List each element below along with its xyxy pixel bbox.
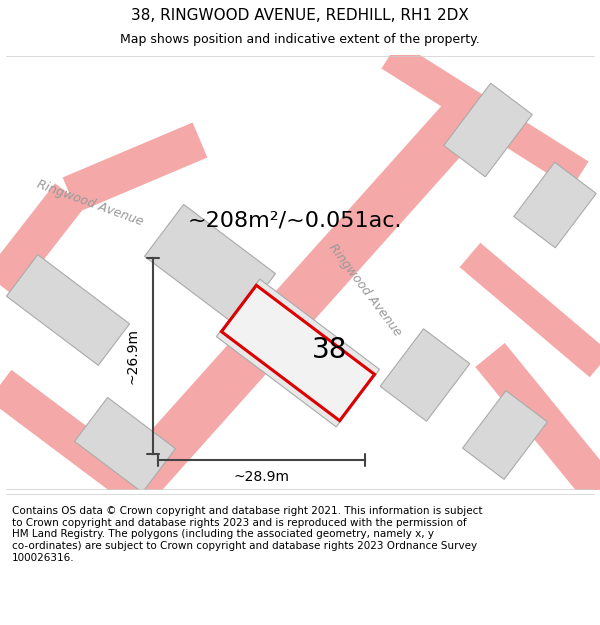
Polygon shape: [380, 329, 470, 421]
Polygon shape: [475, 343, 600, 502]
Polygon shape: [145, 204, 275, 326]
Polygon shape: [444, 83, 532, 177]
Polygon shape: [514, 162, 596, 248]
Text: Map shows position and indicative extent of the property.: Map shows position and indicative extent…: [120, 33, 480, 46]
Text: Ringwood Avenue: Ringwood Avenue: [35, 177, 145, 228]
Polygon shape: [382, 41, 589, 189]
Polygon shape: [74, 398, 175, 492]
Polygon shape: [460, 242, 600, 378]
Text: 38: 38: [313, 336, 347, 364]
Polygon shape: [217, 279, 380, 427]
Polygon shape: [7, 254, 130, 366]
Polygon shape: [62, 122, 208, 212]
Polygon shape: [0, 183, 85, 297]
Text: ~26.9m: ~26.9m: [126, 328, 140, 384]
Polygon shape: [112, 94, 488, 506]
Text: ~28.9m: ~28.9m: [233, 470, 290, 484]
Text: Ringwood Avenue: Ringwood Avenue: [326, 241, 404, 339]
Text: ~208m²/~0.051ac.: ~208m²/~0.051ac.: [188, 210, 402, 230]
Polygon shape: [0, 370, 151, 505]
Text: 38, RINGWOOD AVENUE, REDHILL, RH1 2DX: 38, RINGWOOD AVENUE, REDHILL, RH1 2DX: [131, 8, 469, 23]
Text: Contains OS data © Crown copyright and database right 2021. This information is : Contains OS data © Crown copyright and d…: [12, 506, 482, 562]
Polygon shape: [221, 285, 374, 421]
Polygon shape: [463, 391, 547, 479]
